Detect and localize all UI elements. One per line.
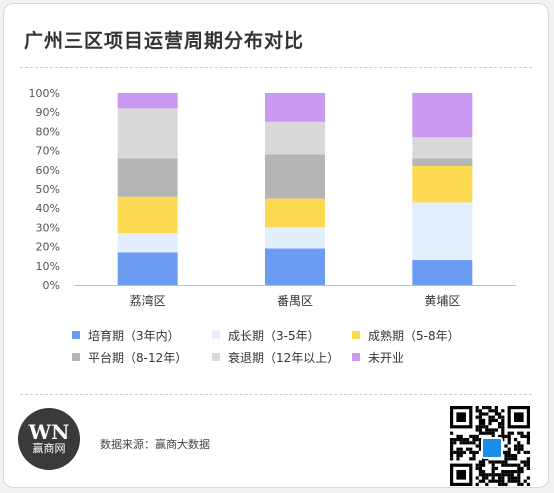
bar-segment [265, 93, 325, 122]
logo-name: 赢商网 [32, 442, 66, 455]
qr-pattern [450, 406, 530, 486]
x-tick-label: 番禺区 [277, 294, 313, 308]
qr-code-icon [450, 406, 530, 486]
legend-label: 平台期（8-12年） [88, 350, 188, 365]
legend-item: 培育期（3年内） [72, 324, 212, 346]
bar-segment [117, 196, 178, 234]
y-tick-label: 80% [36, 125, 60, 138]
legend-item: 平台期（8-12年） [72, 346, 212, 368]
x-tick-label: 荔湾区 [130, 293, 166, 308]
y-tick-label: 60% [36, 164, 60, 177]
data-source: 数据来源：赢商大数据 [100, 438, 210, 451]
bar-segment [412, 93, 473, 138]
y-tick-label: 70% [36, 145, 60, 158]
y-tick-label: 0% [43, 279, 60, 292]
bar-segment [412, 260, 473, 285]
y-tick-label: 30% [36, 221, 60, 234]
legend-label: 未开业 [368, 350, 405, 365]
y-tick-label: 40% [36, 202, 60, 215]
page-title: 广州三区项目运营周期分布对比 [24, 30, 305, 52]
chart-legend: 培育期（3年内） 成长期（3-5年） 成熟期（5-8年） 平台期（8-12年） 衰退期（… [72, 324, 492, 368]
legend-label: 成长期（3-5年） [228, 328, 320, 343]
bar-segment [117, 108, 178, 159]
bar-segment [412, 202, 473, 261]
bar-segment [265, 154, 325, 199]
brand-logo: WN 赢商网 [18, 408, 80, 470]
legend-swatch [72, 353, 80, 361]
legend-swatch [72, 331, 80, 339]
footer-divider [20, 394, 532, 395]
legend-item: 成熟期（5-8年） [352, 324, 492, 346]
bar-segment [412, 165, 473, 203]
bar-segment [265, 198, 325, 228]
logo-mark: WN [28, 420, 70, 444]
legend-item: 未开业 [352, 346, 492, 368]
legend-swatch [212, 331, 220, 339]
bar-segment [117, 93, 178, 109]
y-tick-label: 20% [36, 241, 60, 254]
legend-label: 衰退期（12年以上） [228, 350, 340, 365]
bar-segment [265, 227, 325, 249]
y-tick-label: 10% [36, 260, 60, 273]
x-tick-label: 黄埔区 [424, 294, 460, 308]
bar-segment [265, 121, 325, 155]
bar-segment [265, 248, 325, 285]
bar-segment [117, 252, 178, 285]
legend-swatch [212, 353, 220, 361]
y-tick-label: 90% [36, 106, 60, 119]
legend-label: 培育期（3年内） [88, 328, 180, 343]
qr-center-logo [481, 437, 503, 459]
chart-card: 广州三区项目运营周期分布对比 0% 10% 20% 30% 40% 50% 60% 70% 80… [3, 3, 549, 488]
legend-item: 衰退期（12年以上） [212, 346, 352, 368]
y-tick-label: 50% [36, 183, 60, 196]
y-tick-label: 100% [29, 87, 60, 100]
legend-label: 成熟期（5-8年） [368, 328, 460, 343]
legend-item: 成长期（3-5年） [212, 324, 352, 346]
bar-segment [117, 158, 178, 197]
legend-swatch [352, 353, 360, 361]
legend-swatch [352, 331, 360, 339]
bar-segment [117, 233, 178, 253]
stacked-bar-chart: 0% 10% 20% 30% 40% 50% 60% 70% 80% 90% 100% 荔湾区 番禺区 黄… [29, 87, 516, 308]
title-divider [20, 67, 532, 68]
bar-segment [412, 137, 473, 159]
bar-segment [412, 158, 473, 166]
